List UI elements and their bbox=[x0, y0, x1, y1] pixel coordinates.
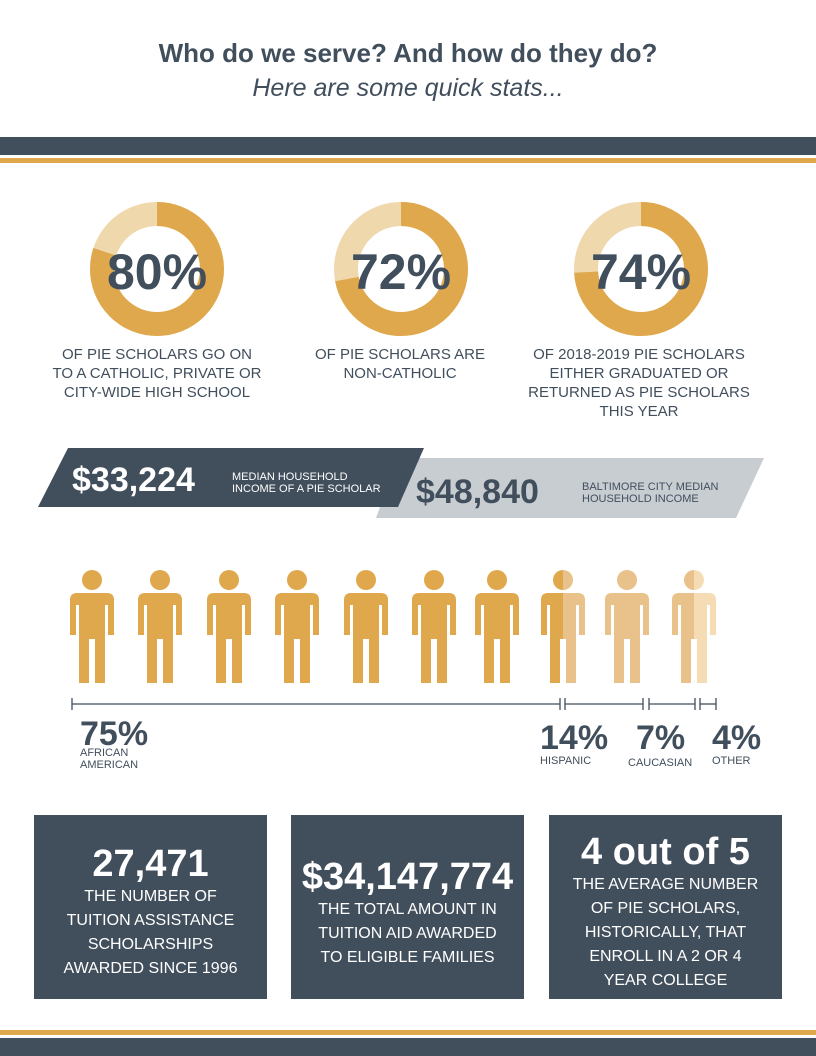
person-icon bbox=[344, 570, 388, 683]
city-income-label: BALTIMORE CITY MEDIAN HOUSEHOLD INCOME bbox=[582, 481, 719, 505]
donut-arc bbox=[334, 202, 468, 336]
donut-arc bbox=[574, 202, 708, 336]
donut-chart-3 bbox=[574, 202, 708, 336]
donut-label-line: CITY-WIDE HIGH SCHOOL bbox=[63, 384, 251, 401]
person-icon bbox=[412, 570, 456, 683]
donut-label-2: OF PIE SCHOLARS ARE NON-CATHOLIC bbox=[285, 345, 515, 383]
donut-label-3: OF 2018-2019 PIE SCHOLARS EITHER GRADUAT… bbox=[508, 345, 770, 421]
person-icon bbox=[70, 570, 114, 683]
page-title: Who do we serve? And how do they do? bbox=[158, 38, 658, 68]
donut-arc bbox=[90, 202, 224, 336]
demographic-label-line: AFRICAN bbox=[80, 747, 129, 759]
donut-label-line: OF PIE SCHOLARS ARE bbox=[314, 346, 486, 363]
stat-box-college: 4 out of 5 THE AVERAGE NUMBER OF PIE SCH… bbox=[549, 815, 782, 999]
donut-value-3: 74% bbox=[590, 244, 692, 300]
stat-text: THE AVERAGE NUMBER OF PIE SCHOLARS, HIST… bbox=[549, 873, 782, 993]
demographic-label-african-american: AFRICAN AMERICAN bbox=[80, 747, 138, 771]
top-band-dark bbox=[0, 137, 816, 155]
pie-income-label: MEDIAN HOUSEHOLD INCOME OF A PIE SCHOLAR bbox=[232, 471, 381, 495]
person-icon bbox=[672, 570, 716, 683]
pie-income-value: $33,224 bbox=[72, 461, 195, 499]
stat-text-line: ENROLL IN A 2 OR 4 bbox=[589, 948, 742, 965]
person-icon bbox=[541, 570, 585, 683]
pie-income-label-line: INCOME OF A PIE SCHOLAR bbox=[232, 483, 381, 495]
stat-text-line: YEAR COLLEGE bbox=[603, 972, 728, 989]
stat-text-line: TUITION ASSISTANCE bbox=[66, 912, 235, 929]
pie-income-label-line: MEDIAN HOUSEHOLD bbox=[232, 471, 348, 483]
stat-box-tuition-aid: $34,147,774 THE TOTAL AMOUNT IN TUITION … bbox=[291, 815, 524, 999]
stat-text: THE NUMBER OF TUITION ASSISTANCE SCHOLAR… bbox=[34, 885, 267, 981]
stat-text-line: AWARDED SINCE 1996 bbox=[63, 960, 238, 977]
stat-text-line: THE AVERAGE NUMBER bbox=[572, 876, 759, 893]
donut-label-line: EITHER GRADUATED OR bbox=[549, 365, 729, 382]
stat-text-line: TUITION AID AWARDED bbox=[318, 925, 497, 942]
demographic-value-hispanic: 14% bbox=[540, 719, 609, 757]
donut-label-line: TO A CATHOLIC, PRIVATE OR bbox=[52, 365, 262, 382]
donut-label-line: OF 2018-2019 PIE SCHOLARS bbox=[533, 346, 745, 363]
person-icon bbox=[475, 570, 519, 683]
city-income-label-line: HOUSEHOLD INCOME bbox=[582, 493, 699, 505]
person-icon bbox=[605, 570, 649, 683]
stat-box-scholarships: 27,471 THE NUMBER OF TUITION ASSISTANCE … bbox=[34, 815, 267, 999]
demographic-value-caucasian: 7% bbox=[636, 719, 686, 757]
demographic-label-line: AMERICAN bbox=[80, 759, 139, 771]
donut-label-line: RETURNED AS PIE SCHOLARS bbox=[528, 384, 750, 401]
demographic-value-african-american: 75% bbox=[80, 715, 149, 753]
bottom-band-gold bbox=[0, 1030, 816, 1035]
people-row bbox=[70, 570, 716, 683]
demographic-label-caucasian: CAUCASIAN bbox=[628, 757, 693, 769]
demographic-scale bbox=[71, 698, 717, 710]
donut-value-2: 72% bbox=[350, 244, 452, 300]
stat-text-line: THE NUMBER OF bbox=[84, 888, 217, 905]
donut-chart-1 bbox=[90, 202, 224, 336]
donut-value-1: 80% bbox=[106, 244, 208, 300]
donut-chart-2 bbox=[334, 202, 468, 336]
demographic-value-other: 4% bbox=[712, 719, 762, 757]
pie-income-banner bbox=[38, 448, 424, 507]
donut-label-1: OF PIE SCHOLARS GO ON TO A CATHOLIC, PRI… bbox=[30, 345, 284, 402]
bottom-band-dark bbox=[0, 1038, 816, 1056]
person-icon bbox=[138, 570, 182, 683]
stat-value: 27,471 bbox=[92, 843, 209, 885]
city-income-label-line: BALTIMORE CITY MEDIAN bbox=[582, 481, 719, 493]
stat-text-line: OF PIE SCHOLARS, bbox=[590, 900, 741, 917]
stat-text-line: SCHOLARSHIPS bbox=[87, 936, 214, 953]
stat-text-line: TO ELIGIBLE FAMILIES bbox=[320, 949, 495, 966]
stat-value: 4 out of 5 bbox=[581, 831, 750, 873]
stat-text-line: THE TOTAL AMOUNT IN bbox=[318, 901, 497, 918]
income-banners bbox=[38, 448, 764, 518]
donut-label-line: OF PIE SCHOLARS GO ON bbox=[61, 346, 253, 363]
stat-text: THE TOTAL AMOUNT IN TUITION AID AWARDED … bbox=[291, 898, 524, 970]
top-band-gold bbox=[0, 158, 816, 163]
demographic-label-hispanic: HISPANIC bbox=[540, 755, 592, 767]
city-income-banner bbox=[376, 458, 764, 518]
person-icon bbox=[207, 570, 251, 683]
demographic-label-other: OTHER bbox=[712, 755, 751, 767]
donut-label-line: THIS YEAR bbox=[599, 403, 679, 420]
stat-value: $34,147,774 bbox=[301, 856, 514, 898]
page-subtitle: Here are some quick stats... bbox=[252, 74, 564, 102]
person-icon bbox=[275, 570, 319, 683]
donut-label-line: NON-CATHOLIC bbox=[343, 365, 457, 382]
city-income-value: $48,840 bbox=[416, 473, 539, 511]
stat-text-line: HISTORICALLY, THAT bbox=[584, 924, 747, 941]
